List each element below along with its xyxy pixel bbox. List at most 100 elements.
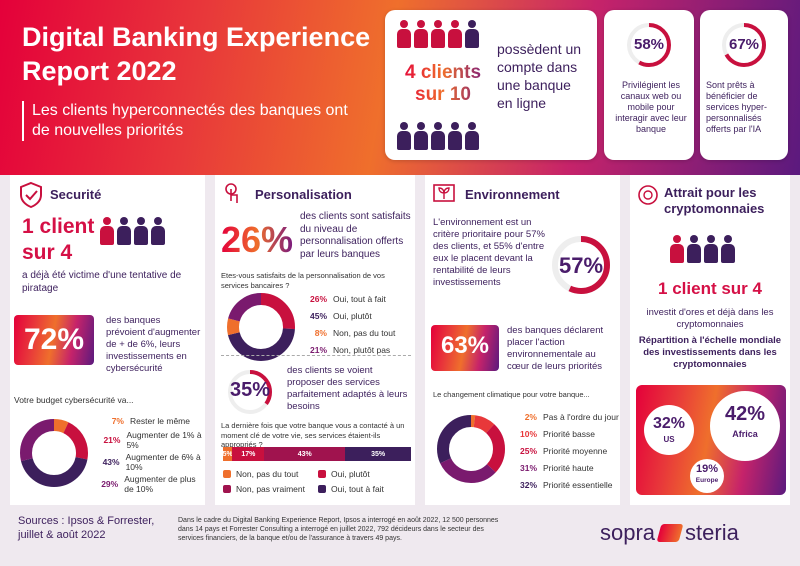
personalisation-title: Personalisation <box>255 187 352 202</box>
footer-note: Dans le cadre du Digital Banking Experie… <box>178 517 499 542</box>
environment-stat2-text: des banques déclarent placer l'action en… <box>507 325 604 372</box>
crypto-sub: Répartition à l'échelle mondiale des inv… <box>638 335 782 370</box>
environment-stat: 57% <box>558 253 604 278</box>
legend-label: Non, pas vraiment <box>236 484 305 494</box>
ai-services-card: 67% Sont prêts à bénéficier de services … <box>700 10 788 160</box>
security-text: a déjà été victime d'une tentative de pi… <box>22 270 182 294</box>
plant-icon <box>433 184 455 202</box>
perso-legend-label: Non, pas du tout <box>333 327 396 338</box>
security-big-line2: sur 4 <box>22 241 73 264</box>
environment-stat2: 63% <box>440 332 490 359</box>
env-legend-label: Priorité basse <box>543 428 595 439</box>
perso-legend-row: 45% Oui, plutôt <box>301 308 413 323</box>
crypto-africa-bubble <box>710 391 780 461</box>
security-legend-pct: 7% <box>111 415 124 426</box>
logo-left-text: sopra <box>600 520 656 545</box>
crypto-us-pct: 32% <box>652 415 686 432</box>
security-legend-label: Augmenter de 6% à 10% <box>125 452 201 472</box>
environment-title: Environnement <box>465 187 560 202</box>
web-mobile-text: Privilégient les canaux web ou mobile po… <box>615 80 687 134</box>
security-question: Votre budget cybersécurité va... <box>14 395 134 405</box>
security-legend-row: 7% Rester le même <box>98 413 204 428</box>
ai-services-gauge <box>722 23 766 67</box>
perso-legend-label: Non, plutôt pas <box>333 344 391 355</box>
env-donut-slice-2 <box>437 415 505 483</box>
personalisation-legend: 26% Oui, tout à fait 45% Oui, plutôt 8% Non, … <box>301 291 413 359</box>
environment-question: Le changement climatique pour votre banq… <box>433 390 590 399</box>
legend-dot-icon <box>223 470 231 478</box>
crypto-africa-label: Africa <box>732 429 758 439</box>
ai-services-value: 67% <box>728 36 760 53</box>
environment-gauge <box>552 236 610 294</box>
env-donut-slice-4 <box>437 415 505 483</box>
perso-legend-pct: 8% <box>314 327 327 338</box>
online-bank-text: possèdent un compte dans une banque en l… <box>497 41 582 111</box>
personalisation-stat: 26% <box>221 219 294 260</box>
personalisation-stat2: 35% <box>229 379 271 401</box>
env-legend-pct: 10% <box>519 428 537 439</box>
security-section: Securité 1 client sur 4 a déjà été victi… <box>10 175 205 505</box>
crypto-section: Attrait pour les cryptomonnaies 1 client… <box>630 175 790 505</box>
environment-donut-chart <box>437 415 505 483</box>
crypto-big: 1 client sur 4 <box>658 279 762 298</box>
env-legend-pct: 25% <box>519 445 537 456</box>
crypto-title: Attrait pour les cryptomonnaies <box>664 185 765 216</box>
env-donut-slice-3 <box>437 415 505 483</box>
environment-legend: 2% Pas à l'ordre du jour 10% Priorité basse… <box>511 409 619 494</box>
environment-stat2-box <box>431 325 499 371</box>
security-legend-row: 29% Augmenter de plus de 10% <box>98 474 204 494</box>
crypto-people-icons <box>670 235 735 263</box>
footer-sources: Sources : Ipsos & Forrester, juillet & a… <box>18 515 155 541</box>
security-legend-pct: 29% <box>101 479 119 489</box>
perso-donut-slice-3 <box>227 293 295 361</box>
env-legend-pct: 32% <box>519 479 537 490</box>
env-legend-label: Priorité haute <box>543 462 594 473</box>
crypto-europe-label: Europe <box>695 477 719 484</box>
security-donut-slice-1 <box>20 419 88 487</box>
security-stat-text: des banques prévoient d'augmenter de + d… <box>106 315 201 374</box>
security-legend: 7% Rester le même 21% Augmenter de 1% à 5% 4… <box>98 413 204 496</box>
personalisation-gauge <box>228 370 272 414</box>
security-donut-slice-3 <box>20 419 88 487</box>
web-mobile-gauge <box>627 23 671 67</box>
security-legend-row: 21% Augmenter de 1% à 5% <box>98 430 204 450</box>
web-mobile-value: 58% <box>633 36 665 53</box>
perso-legend-pct: 26% <box>309 293 327 304</box>
crypto-us-label: US <box>663 435 675 444</box>
perso-legend-pct: 45% <box>309 310 327 321</box>
personalisation-stat-text: des clients sont satisfaits du niveau de… <box>300 211 411 260</box>
legend-dot-icon <box>318 470 326 478</box>
legend-label: Oui, tout à fait <box>331 484 384 494</box>
security-donut-chart <box>20 419 88 487</box>
online-bank-figure: 4 clients sur 10 <box>399 62 487 106</box>
perso-bar-legend-item: Oui, tout à fait <box>318 484 413 494</box>
personalisation-stat2-text: des clients se voient proposer des servi… <box>287 365 408 412</box>
logo-mark-icon <box>656 524 684 542</box>
environment-section: Environnement L'environnement est un cri… <box>425 175 620 505</box>
security-stat-box <box>14 315 94 365</box>
env-legend-label: Priorité essentielle <box>543 479 613 490</box>
personalisation-divider <box>221 355 411 356</box>
env-legend-row: 10% Priorité basse <box>511 426 619 441</box>
security-legend-label: Augmenter de 1% à 5% <box>126 430 202 450</box>
env-legend-label: Priorité moyenne <box>543 445 608 456</box>
touch-icon <box>225 183 238 203</box>
security-legend-label: Augmenter de plus de 10% <box>124 474 196 494</box>
crypto-text: investit d'ores et déjà dans les cryptom… <box>646 307 774 330</box>
env-legend-row: 2% Pas à l'ordre du jour <box>511 409 619 424</box>
legend-label: Non, pas du tout <box>236 469 299 479</box>
perso-bar-legend-item: Oui, plutôt <box>318 469 413 479</box>
env-legend-pct: 31% <box>519 462 537 473</box>
perso-bar-segment: 43% <box>264 447 346 461</box>
perso-legend-row: 21% Non, plutôt pas <box>301 342 413 357</box>
legend-dot-icon <box>223 485 231 493</box>
shield-icon <box>20 181 42 209</box>
perso-legend-label: Oui, plutôt <box>333 310 372 321</box>
people-icons-top <box>397 20 479 48</box>
perso-donut-slice-2 <box>227 293 295 361</box>
personalisation-section: Personalisation 26% des clients sont sat… <box>215 175 415 505</box>
crypto-us-bubble <box>644 405 694 455</box>
crypto-africa-pct: 42% <box>724 403 766 425</box>
security-donut-slice-2 <box>20 419 88 487</box>
security-title: Securité <box>50 187 102 202</box>
